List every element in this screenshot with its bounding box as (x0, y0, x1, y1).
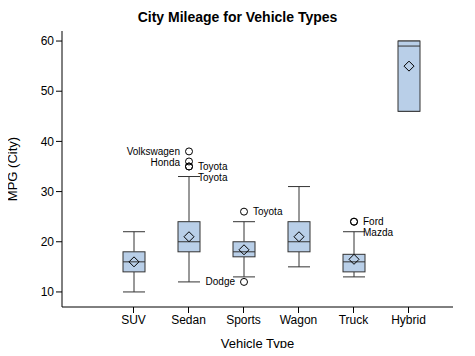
svg-text:Volkswagen: Volkswagen (127, 146, 180, 157)
svg-text:Toyota: Toyota (253, 206, 283, 217)
svg-text:60: 60 (41, 34, 55, 48)
svg-text:20: 20 (41, 235, 55, 249)
svg-text:50: 50 (41, 84, 55, 98)
svg-text:Wagon: Wagon (280, 313, 318, 327)
svg-text:Dodge: Dodge (206, 276, 236, 287)
svg-text:30: 30 (41, 185, 55, 199)
svg-text:Ford: Ford (363, 216, 384, 227)
svg-text:Toyota: Toyota (198, 172, 228, 183)
svg-text:Truck: Truck (339, 313, 370, 327)
svg-text:MPG (City): MPG (City) (8, 137, 20, 201)
svg-text:10: 10 (41, 285, 55, 299)
svg-text:Sedan: Sedan (171, 313, 206, 327)
svg-text:Sports: Sports (226, 313, 261, 327)
svg-text:40: 40 (41, 135, 55, 149)
svg-text:Honda: Honda (151, 157, 181, 168)
svg-text:Mazda: Mazda (363, 227, 393, 238)
svg-text:SUV: SUV (121, 313, 146, 327)
html-text:City Mileage for Vehicle Types: City Mileage for Vehicle Types (137, 9, 338, 25)
svg-text:Hybrid: Hybrid (391, 313, 426, 327)
svg-text:Vehicle Type: Vehicle Type (221, 336, 294, 348)
svg-text:Toyota: Toyota (198, 161, 228, 172)
